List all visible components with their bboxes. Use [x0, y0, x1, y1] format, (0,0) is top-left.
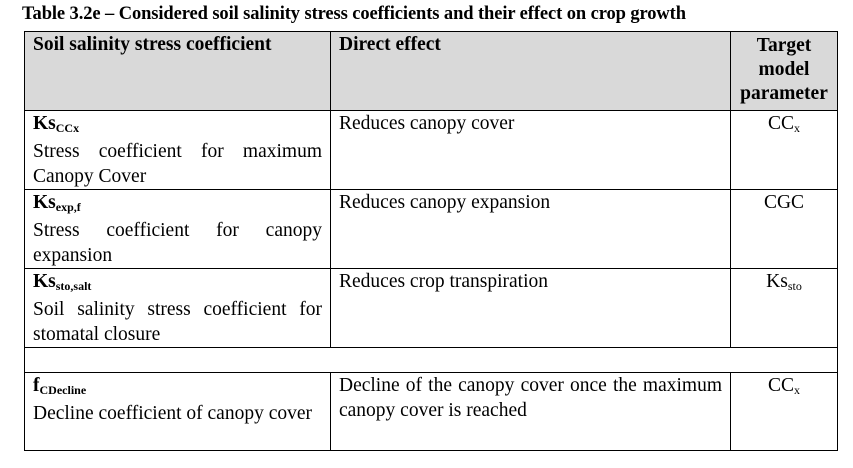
coefficient-description: Soil salinity stress coefficient for sto…: [33, 299, 322, 345]
table-row: Ksexp,f Stress coefficient for canopy ex…: [24, 189, 838, 269]
table-row: KsCCx Stress coefficient for maximum Can…: [24, 110, 838, 190]
target-parameter-cell: CCx: [730, 372, 838, 451]
coefficient-symbol: fCDecline: [33, 375, 87, 397]
target-parameter-cell: CCx: [730, 110, 838, 190]
coefficient-description: Decline coefficient of canopy cover: [33, 403, 312, 424]
direct-effect-cell: Reduces canopy cover: [330, 110, 731, 190]
salinity-coefficients-table: Soil salinity stress coefficient Direct …: [24, 31, 838, 451]
coefficient-cell: Kssto,salt Soil salinity stress coeffici…: [24, 268, 331, 348]
table-header-row: Soil salinity stress coefficient Direct …: [24, 31, 838, 111]
empty-cell: [24, 347, 838, 373]
coefficient-description: Stress coefficient for maximum Canopy Co…: [33, 141, 322, 187]
header-coefficient: Soil salinity stress coefficient: [24, 31, 331, 111]
empty-spacer-row: [24, 347, 838, 373]
coefficient-cell: Ksexp,f Stress coefficient for canopy ex…: [24, 189, 331, 269]
coefficient-symbol: KsCCx: [33, 113, 80, 135]
direct-effect-cell: Decline of the canopy cover once the max…: [330, 372, 731, 451]
direct-effect-cell: Reduces canopy expansion: [330, 189, 731, 269]
table-row: Kssto,salt Soil salinity stress coeffici…: [24, 268, 838, 348]
table-row: fCDecline Decline coefficient of canopy …: [24, 372, 838, 451]
coefficient-cell: KsCCx Stress coefficient for maximum Can…: [24, 110, 331, 190]
header-effect: Direct effect: [330, 31, 731, 111]
coefficient-description: Stress coefficient for canopy expansion: [33, 220, 322, 266]
coefficient-symbol: Ksexp,f: [33, 192, 81, 214]
target-parameter-cell: Kssto: [730, 268, 838, 348]
coefficient-symbol: Kssto,salt: [33, 271, 92, 293]
coefficient-cell: fCDecline Decline coefficient of canopy …: [24, 372, 331, 451]
header-target-parameter: Target model parameter: [730, 31, 838, 111]
direct-effect-cell: Reduces crop transpiration: [330, 268, 731, 348]
table-caption: Table 3.2e – Considered soil salinity st…: [22, 4, 686, 24]
target-parameter-cell: CGC: [730, 189, 838, 269]
